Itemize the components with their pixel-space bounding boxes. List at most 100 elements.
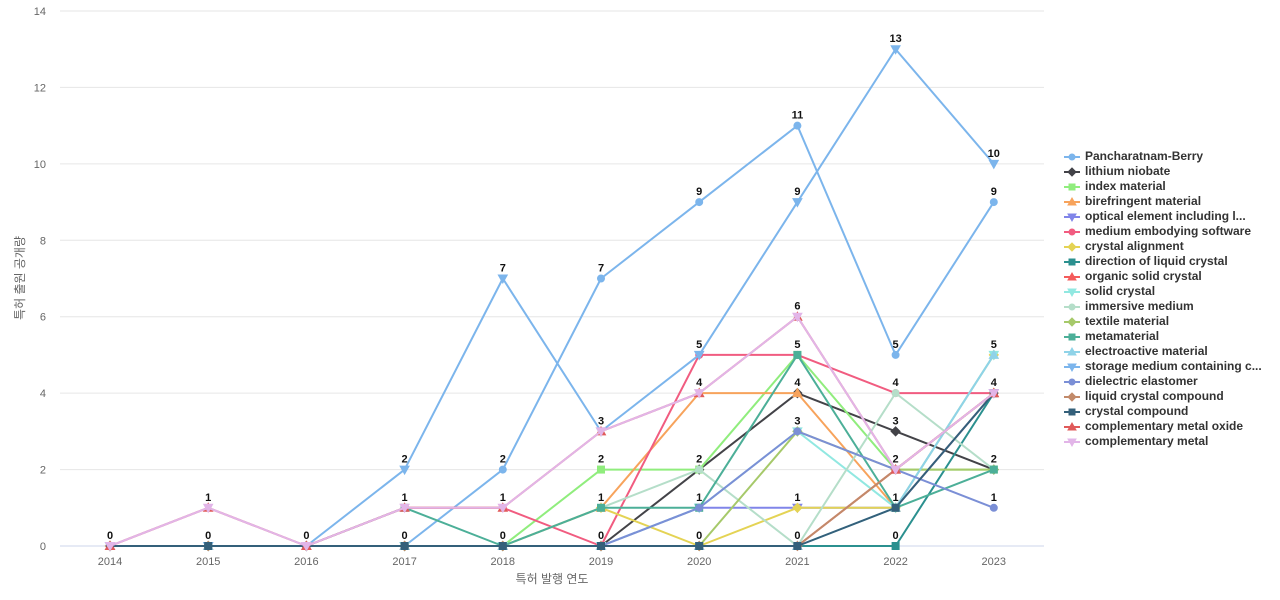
- series-line: [110, 430, 994, 547]
- data-point: [891, 542, 900, 550]
- legend-symbol: [1064, 346, 1080, 355]
- data-label: 4: [696, 377, 703, 389]
- data-point: [989, 503, 998, 512]
- data-point: [204, 542, 213, 550]
- data-label: 1: [402, 492, 408, 504]
- series-11: [104, 426, 1000, 552]
- data-labels: 010 0210721073210954210119654310135432101…: [107, 33, 1000, 542]
- legend-item[interactable]: lithium niobate: [1064, 164, 1262, 179]
- legend: Pancharatnam-Berry lithium niobate index m…: [1064, 149, 1262, 449]
- legend-symbol: [1064, 196, 1080, 205]
- data-label: 5: [893, 339, 899, 351]
- legend-label: immersive medium: [1085, 299, 1194, 313]
- data-point: [1067, 316, 1077, 327]
- data-point: [1067, 363, 1077, 372]
- x-axis-title: 특허 발행 연도: [516, 571, 589, 586]
- data-label: 6: [794, 301, 800, 313]
- data-label: 9: [794, 186, 800, 198]
- series-14: [104, 45, 1000, 552]
- series-line: [109, 315, 995, 547]
- legend-label: solid crystal: [1085, 284, 1156, 298]
- data-label: 5: [794, 339, 800, 351]
- data-point: [1068, 258, 1076, 265]
- series-19: [104, 312, 1000, 552]
- data-point: [104, 542, 116, 552]
- data-point: [597, 274, 605, 283]
- data-point: [1068, 408, 1076, 415]
- legend-item[interactable]: medium embodying software: [1064, 224, 1262, 239]
- legend-label: dielectric elastomer: [1085, 374, 1198, 388]
- legend-item[interactable]: complementary metal: [1064, 434, 1262, 449]
- legend-item[interactable]: textile material: [1064, 314, 1262, 329]
- legend-item[interactable]: optical element including l...: [1064, 209, 1262, 224]
- legend-item[interactable]: birefringent material: [1064, 194, 1262, 209]
- data-point: [202, 503, 214, 514]
- legend-item[interactable]: crystal compound: [1064, 404, 1262, 419]
- x-axis-ticks: 2014 2015 2016 2017 2018 2019 2020 2021 2022 2023: [98, 556, 1006, 568]
- x-tick-label: 2020: [687, 556, 711, 568]
- legend-item[interactable]: dielectric elastomer: [1064, 374, 1262, 389]
- legend-symbol: [1064, 378, 1080, 385]
- data-label: 1: [696, 492, 702, 504]
- x-tick-label: 2019: [589, 556, 613, 568]
- legend-item[interactable]: liquid crystal compound: [1064, 389, 1262, 404]
- legend-label: optical element including l...: [1085, 209, 1246, 223]
- data-point: [1067, 346, 1077, 355]
- legend-symbol: [1064, 271, 1080, 280]
- x-tick-label: 2017: [392, 556, 416, 568]
- legend-label: liquid crystal compound: [1085, 389, 1224, 403]
- legend-label: storage medium containing c...: [1085, 359, 1262, 373]
- data-label: 1: [205, 492, 211, 504]
- legend-symbol: [1064, 316, 1080, 327]
- legend-item[interactable]: direction of liquid crystal: [1064, 254, 1262, 269]
- data-point: [1067, 271, 1077, 280]
- series-line: [109, 315, 995, 547]
- data-label: 2: [402, 454, 408, 466]
- data-point: [792, 502, 803, 513]
- data-point: [1068, 333, 1076, 340]
- legend-item[interactable]: index material: [1064, 179, 1262, 194]
- legend-item[interactable]: immersive medium: [1064, 299, 1262, 314]
- data-label: 2: [598, 454, 604, 466]
- legend-item[interactable]: solid crystal: [1064, 284, 1262, 299]
- y-tick-label: 2: [40, 465, 46, 477]
- data-point: [793, 350, 802, 359]
- data-point: [695, 503, 704, 512]
- data-point: [890, 465, 901, 476]
- legend-symbol: [1064, 213, 1080, 222]
- series-line: [110, 354, 995, 547]
- data-point: [498, 542, 507, 550]
- data-point: [597, 542, 605, 550]
- data-label: 0: [402, 530, 408, 542]
- y-tick-label: 8: [40, 235, 46, 247]
- data-point: [891, 350, 900, 359]
- data-point: [792, 387, 803, 398]
- legend-symbol: [1064, 258, 1080, 265]
- data-label: 1: [794, 492, 800, 504]
- data-label: 5: [696, 339, 702, 351]
- legend-item[interactable]: crystal alignment: [1064, 239, 1262, 254]
- legend-item[interactable]: Pancharatnam-Berry: [1064, 149, 1262, 164]
- data-label: 0: [696, 530, 702, 542]
- data-label: 2: [696, 454, 702, 466]
- data-label: 9: [696, 186, 702, 198]
- data-point: [400, 542, 409, 550]
- data-point: [891, 503, 900, 512]
- data-label: 4: [794, 377, 801, 389]
- legend-symbol: [1064, 241, 1080, 252]
- legend-item[interactable]: organic solid crystal: [1064, 269, 1262, 284]
- data-label: 2: [991, 454, 997, 466]
- data-label: 7: [598, 263, 604, 275]
- data-point: [498, 465, 507, 474]
- data-label: 5: [991, 339, 997, 351]
- data-point: [792, 312, 803, 323]
- legend-item[interactable]: complementary metal oxide: [1064, 419, 1262, 434]
- legend-item[interactable]: storage medium containing c...: [1064, 359, 1262, 374]
- legend-item[interactable]: electroactive material: [1064, 344, 1262, 359]
- series-0: [106, 121, 998, 550]
- series-line: [110, 353, 994, 547]
- legend-item[interactable]: metamaterial: [1064, 329, 1262, 344]
- data-point: [399, 503, 410, 514]
- data-point: [497, 274, 509, 285]
